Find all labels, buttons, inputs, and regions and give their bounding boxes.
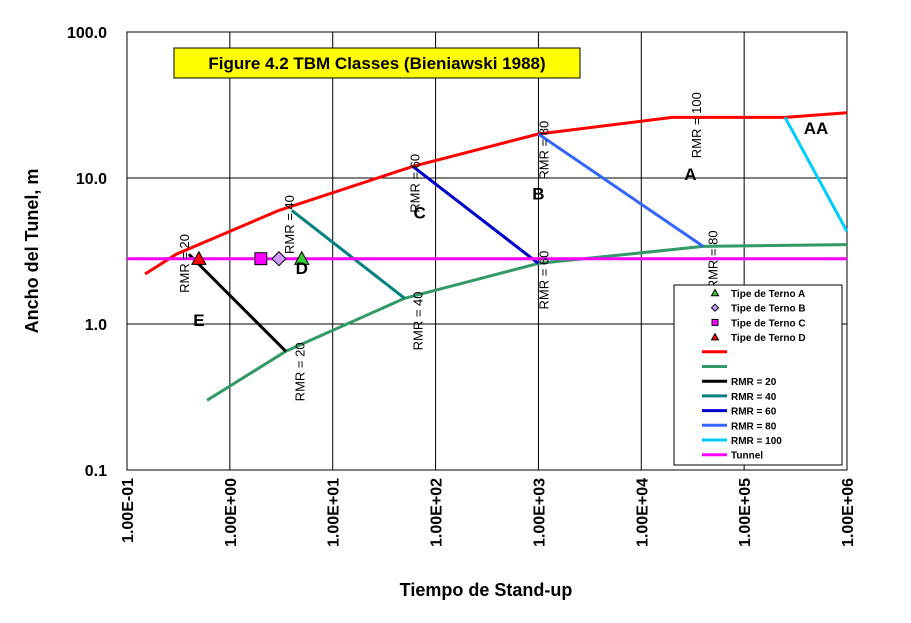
legend-label: Tipe de Terno D: [731, 333, 806, 344]
x-tick-label: 1.00E+06: [840, 478, 857, 547]
rmr-annotation: RMR = 20: [292, 342, 307, 401]
x-tick-label: 1.00E+03: [531, 478, 548, 547]
region-label: D: [296, 259, 308, 278]
y-tick-label: 1.0: [85, 317, 107, 334]
chart-title-box: Figure 4.2 TBM Classes (Bieniawski 1988): [173, 47, 581, 79]
legend-item: Tipe de Terno A: [710, 288, 805, 300]
legend-box: [673, 284, 843, 466]
legend-item: Tipe de Terno B: [710, 303, 806, 315]
legend-swatch: [710, 332, 720, 341]
series-line-rmr-100: [783, 116, 849, 233]
legend-item: RMR = 80: [702, 421, 777, 432]
x-tick-label: 1.00E-01: [120, 478, 137, 543]
rmr-annotation: RMR = 60: [408, 154, 423, 213]
rmr-annotation: RMR = 100: [689, 92, 704, 158]
point-tipe-de-terno-d: [191, 250, 207, 265]
y-tick-label: 10.0: [76, 171, 107, 188]
series-line-rmr-20: [187, 253, 287, 353]
region-label: B: [532, 185, 544, 204]
legend-label: RMR = 100: [731, 436, 782, 447]
point-tipe-de-terno-a: [293, 250, 310, 265]
y-tick-label: 0.1: [85, 463, 107, 480]
legend-items: Tipe de Terno A Tipe de Terno B Tipe de Te…: [702, 288, 806, 462]
legend-item: Tunnel: [702, 451, 763, 462]
legend-label: Tipe de Terno B: [731, 304, 806, 315]
rmr-annotation: RMR = 80: [705, 230, 720, 289]
x-tick-label: 1.00E+05: [737, 478, 754, 547]
x-tick-label: 1.00E+01: [326, 478, 343, 547]
legend-item: RMR = 100: [702, 436, 782, 447]
x-tick-label: 1.00E+02: [429, 478, 446, 547]
legend: Tipe de Terno A Tipe de Terno B Tipe de Te…: [673, 284, 843, 466]
legend-label: Tipe de Terno A: [731, 289, 805, 300]
region-label: E: [193, 311, 204, 330]
series-line-rmr-80: [537, 132, 705, 248]
rmr-annotation: RMR = 40: [282, 195, 297, 254]
legend-item: RMR = 40: [702, 392, 777, 403]
rmr-annotation: RMR = 80: [536, 121, 551, 180]
legend-label: RMR = 60: [731, 407, 777, 418]
legend-label: RMR = 40: [731, 392, 777, 403]
series-line-4: [144, 111, 848, 276]
y-axis-title: Ancho del Tunel, m: [22, 169, 42, 334]
x-tick-label: 1.00E+04: [634, 478, 651, 547]
legend-swatch: [710, 303, 720, 312]
rmr-annotation: RMR = 40: [411, 291, 426, 350]
legend-label: Tipe de Terno C: [731, 318, 806, 329]
region-label: C: [413, 203, 425, 222]
chart-title: Figure 4.2 TBM Classes (Bieniawski 1988): [208, 54, 545, 73]
series-layer: [127, 111, 849, 402]
rmr-annotation: RMR = 60: [536, 251, 551, 310]
point-tipe-de-terno-c: [254, 252, 268, 266]
region-label: AA: [804, 119, 829, 138]
y-tick-label: 100.0: [67, 25, 107, 42]
annotation-layer: RMR = 20 RMR = 40 RMR = 60 RMR = 80 RMR = 10…: [177, 92, 828, 401]
series-line-rmr-60: [411, 165, 540, 265]
legend-swatch: [710, 288, 720, 297]
series-line-5: [206, 243, 848, 402]
series-line-rmr-40: [290, 209, 406, 300]
x-axis-title: Tiempo de Stand-up: [400, 580, 573, 600]
x-tick-label: 1.00E+00: [223, 478, 240, 547]
legend-item: RMR = 20: [702, 377, 777, 388]
legend-item: RMR = 60: [702, 407, 777, 418]
rmr-annotation: RMR = 20: [177, 234, 192, 293]
legend-item: Tipe de Terno C: [711, 318, 806, 329]
legend-label: RMR = 20: [731, 377, 777, 388]
legend-item: Tipe de Terno D: [710, 332, 806, 344]
legend-label: RMR = 80: [731, 421, 777, 432]
legend-label: Tunnel: [731, 451, 763, 462]
region-label: A: [684, 165, 696, 184]
point-tipe-de-terno-b: [271, 251, 287, 267]
x-tick-labels: 1.00E-01 1.00E+00 1.00E+01 1.00E+02 1.00E+03…: [120, 478, 857, 547]
y-tick-labels: 0.1 1.0 10.0 100.0: [67, 25, 107, 480]
legend-swatch: [711, 318, 719, 326]
